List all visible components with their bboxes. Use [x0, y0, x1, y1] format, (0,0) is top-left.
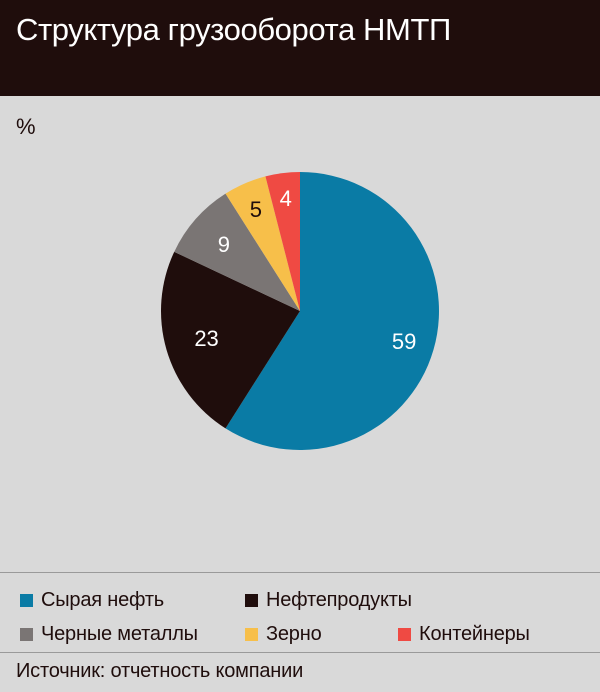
pie-chart: 59 23 95 4 — [161, 172, 440, 451]
legend-item: Зерно — [245, 622, 322, 646]
slice-value-label: 5 — [250, 197, 262, 222]
source-bar: Источник: отчетность компании — [0, 652, 600, 692]
slice-value-label: 59 — [392, 329, 416, 354]
legend-swatch — [245, 593, 258, 607]
legend-label: Сырая нефть — [41, 588, 165, 611]
pie-slice — [225, 172, 440, 451]
legend-item: Черные металлы — [20, 622, 198, 646]
slice-value-label: 9 — [218, 232, 230, 257]
legend-swatch — [20, 593, 33, 607]
legend-item: Контейнеры — [398, 622, 530, 646]
unit-label: % — [16, 114, 36, 139]
chart-title: Структура грузооборота НМТП — [16, 12, 451, 47]
pie-slice — [174, 193, 300, 311]
legend-swatch — [20, 627, 33, 641]
legend-item: Сырая нефть — [20, 588, 164, 612]
pie-slice — [265, 172, 300, 311]
source-note: Источник: отчетность компании — [16, 660, 304, 682]
header-bar: Структура грузооборота НМТП — [0, 0, 600, 96]
pie-slice — [161, 251, 300, 429]
legend-label: Нефтепродукты — [266, 588, 412, 611]
legend-label: Зерно — [266, 622, 322, 645]
legend-swatch — [398, 627, 411, 641]
legend: Сырая нефть Нефтепродукты Черные металлы Зе… — [0, 572, 600, 653]
legend-label: Контейнеры — [419, 622, 530, 645]
slice-value-label: 4 — [280, 186, 292, 211]
pie-slice — [225, 176, 300, 311]
slice-value-label: 23 — [194, 326, 218, 351]
legend-label: Черные металлы — [41, 622, 198, 645]
legend-item: Нефтепродукты — [245, 588, 412, 612]
legend-swatch — [245, 627, 258, 641]
